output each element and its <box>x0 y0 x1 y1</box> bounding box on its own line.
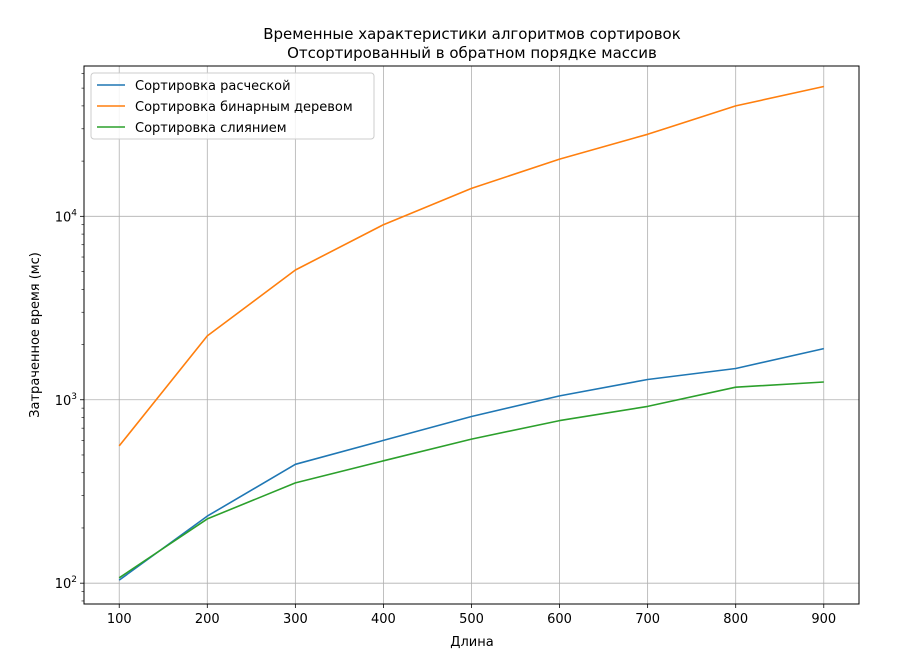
legend-box <box>90 72 375 140</box>
x-tick-label: 300 <box>283 612 308 627</box>
x-tick-label: 700 <box>635 612 660 627</box>
x-tick-label: 100 <box>107 612 132 627</box>
x-tick-label: 500 <box>459 612 484 627</box>
chart-title-line-2: Отсортированный в обратном порядке масси… <box>287 44 657 62</box>
legend-label-3: Сортировка слиянием <box>135 121 287 136</box>
x-tick-label: 600 <box>547 612 572 627</box>
series-line-3 <box>118 381 824 579</box>
y-axis: 102 103 104 <box>55 73 84 602</box>
y-axis-label: Затраченное время (мс) <box>28 252 43 418</box>
x-tick-label: 800 <box>723 612 748 627</box>
legend-label-2: Сортировка бинарным деревом <box>135 100 353 115</box>
series-lines <box>118 85 824 581</box>
y-tick-label: 103 <box>55 392 77 409</box>
x-axis-label: Длина <box>450 635 493 650</box>
x-axis: 100 200 300 400 500 600 700 800 900 <box>107 604 836 627</box>
x-tick-label: 200 <box>195 612 220 627</box>
x-tick-label: 400 <box>371 612 396 627</box>
chart-title-line-1: Временные характеристики алгоритмов сорт… <box>263 25 681 43</box>
x-tick-label: 900 <box>811 612 836 627</box>
legend-label-1: Сортировка расческой <box>135 79 291 94</box>
y-tick-label: 104 <box>55 208 78 225</box>
series-line-1 <box>118 347 824 581</box>
series-line-2 <box>118 85 824 447</box>
legend: Сортировка расческой Сортировка бинарным … <box>90 72 375 140</box>
y-tick-label: 102 <box>55 575 77 592</box>
